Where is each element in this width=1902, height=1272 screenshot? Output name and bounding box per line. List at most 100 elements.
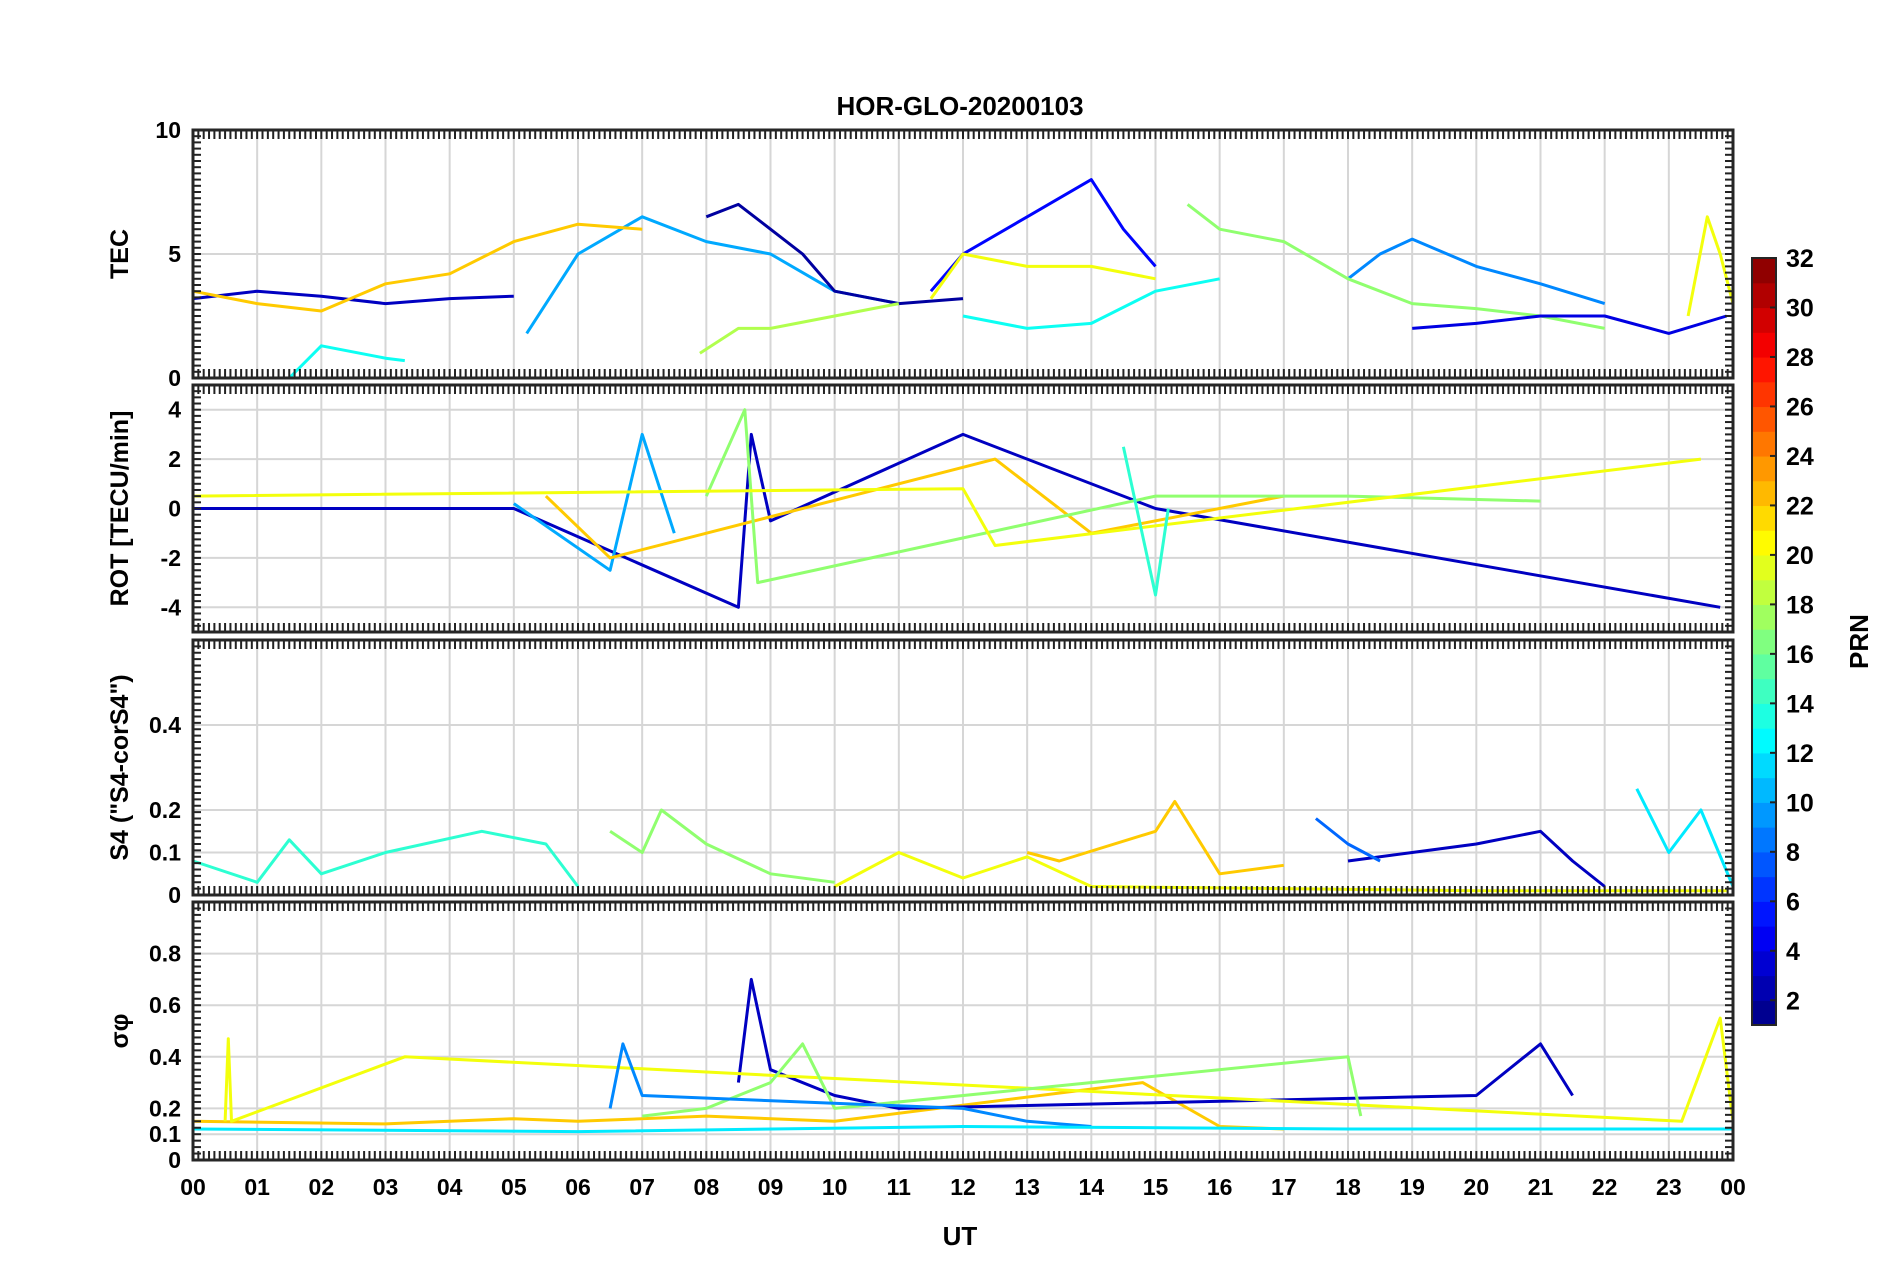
series-line-prn-9 <box>608 1042 1092 1128</box>
x-tick-label: 11 <box>887 1174 912 1200</box>
colorbar-segment <box>1752 282 1776 309</box>
panel-frame <box>191 900 1735 1162</box>
y-axis-label: σφ <box>106 1014 134 1049</box>
panel-2: -4 -2 0 2 4 ROT [TECU/min] <box>106 383 1735 634</box>
series-line-prn-4 <box>1412 314 1728 335</box>
y-tick-label: 5 <box>168 241 181 267</box>
x-tick-label: 05 <box>501 1174 527 1200</box>
series-line-prn-22 <box>544 457 1285 560</box>
y-tick-label: 0.1 <box>149 840 181 866</box>
x-tick-label: 00 <box>180 1174 206 1200</box>
colorbar-segment <box>1752 455 1776 482</box>
colorbar-tick-label: 24 <box>1786 443 1814 471</box>
series-line-prn-14 <box>1121 446 1170 597</box>
colorbar-segment <box>1752 950 1776 977</box>
colorbar-segment <box>1752 1000 1776 1026</box>
series-line-prn-3 <box>192 289 514 306</box>
colorbar-segment <box>1752 777 1776 803</box>
colorbar-tick-label: 20 <box>1786 542 1814 570</box>
colorbar-segment <box>1752 653 1776 680</box>
x-tick-label: 09 <box>758 1174 784 1200</box>
x-tick-label: 07 <box>629 1174 655 1200</box>
series-line-prn-12 <box>1635 788 1735 888</box>
y-tick-label: 0.2 <box>149 1095 181 1121</box>
colorbar-tick-label: 8 <box>1786 839 1800 867</box>
series-line-prn-20 <box>929 252 1156 300</box>
y-tick-label: 0.8 <box>149 941 181 967</box>
colorbar-tick-label: 14 <box>1786 690 1814 718</box>
series-line-prn-20 <box>223 1016 1735 1123</box>
x-tick-labels: 00 01 02 03 04 05 06 07 08 09 10 11 12 13 14 15 16 17 18 19… <box>180 1174 1746 1200</box>
colorbar-segment <box>1752 307 1776 333</box>
series-line-prn-9 <box>1347 237 1606 306</box>
colorbar-tick-label: 12 <box>1786 740 1814 768</box>
y-tick-label: 0 <box>168 1147 181 1173</box>
series-line-prn-3 <box>193 432 1721 609</box>
series-line-prn-13 <box>288 344 405 380</box>
x-tick-label: 18 <box>1335 1174 1361 1200</box>
x-tick-label: 03 <box>373 1174 399 1200</box>
series-line-prn-3 <box>1347 829 1606 888</box>
series-line-prn-20 <box>833 851 1727 893</box>
x-tick-label: 19 <box>1399 1174 1425 1200</box>
series-line-prn-5 <box>929 178 1157 293</box>
y-axis-label: S4 ("S4-corS4") <box>106 674 134 860</box>
panel-1: 0 5 10 TEC <box>106 117 1735 391</box>
y-axis-label: ROT [TECU/min] <box>106 411 134 607</box>
colorbar-segment <box>1752 752 1776 779</box>
colorbar-tick-label: 18 <box>1786 591 1814 619</box>
x-tick-label: 23 <box>1656 1174 1682 1200</box>
panel-4: 00.10.2 0.4 0.6 0.8 σφ <box>106 900 1735 1173</box>
chart-title: HOR-GLO-20200103 <box>836 91 1083 121</box>
series-line-prn-22 <box>1026 800 1284 876</box>
x-tick-label: 06 <box>565 1174 591 1200</box>
series-line-prn-17 <box>642 1042 1363 1118</box>
y-tick-label: 0.4 <box>149 1044 181 1070</box>
y-tick-label: 0.2 <box>149 797 181 823</box>
colorbar-tick-label: 32 <box>1786 245 1814 273</box>
series-line-prn-17 <box>1186 203 1605 330</box>
x-tick-label: 16 <box>1207 1174 1233 1200</box>
panel-3: 0 0.1 0.2 0.4 S4 ("S4-corS4") <box>106 638 1735 908</box>
x-tick-label: 00 <box>1720 1174 1746 1200</box>
colorbar-segment <box>1752 629 1776 655</box>
colorbar-segment <box>1752 332 1776 358</box>
colorbar-tick-label: 6 <box>1786 888 1800 916</box>
colorbar-tick-label: 22 <box>1786 492 1814 520</box>
series-line-prn-18 <box>699 302 900 355</box>
colorbar-segment <box>1752 554 1776 581</box>
x-tick-label: 15 <box>1143 1174 1169 1200</box>
colorbar-segment <box>1752 406 1776 432</box>
colorbar-segment <box>1752 604 1776 630</box>
colorbar-segment <box>1752 579 1776 605</box>
x-tick-label: 08 <box>694 1174 720 1200</box>
series-line-prn-22 <box>192 222 643 313</box>
series-line-prn-13 <box>962 277 1220 330</box>
colorbar-segment <box>1752 901 1776 927</box>
x-tick-label: 21 <box>1528 1174 1554 1200</box>
x-axis-label: UT <box>943 1221 978 1251</box>
x-tick-label: 14 <box>1079 1174 1105 1200</box>
colorbar-segment <box>1752 975 1776 1001</box>
panel-frame <box>191 128 1735 380</box>
colorbar-segment <box>1752 802 1776 828</box>
y-tick-label: 0.6 <box>149 992 181 1018</box>
colorbar-tick-label: 4 <box>1786 938 1800 966</box>
y-tick-label: 0.4 <box>149 712 181 738</box>
colorbar-segment <box>1752 381 1776 408</box>
panel-frame <box>191 638 1735 897</box>
series-line-prn-20 <box>192 457 1702 547</box>
x-tick-label: 13 <box>1014 1174 1040 1200</box>
x-tick-label: 04 <box>437 1174 463 1200</box>
y-tick-label: 2 <box>168 446 181 472</box>
colorbar-segment <box>1752 851 1776 878</box>
x-tick-label: 20 <box>1464 1174 1490 1200</box>
y-axis-label: TEC <box>106 229 134 279</box>
series-line-prn-8 <box>1314 817 1381 863</box>
series-line-prn-14 <box>192 829 580 888</box>
x-tick-label: 10 <box>822 1174 848 1200</box>
series-line-prn-22 <box>192 1081 1284 1131</box>
colorbar-tick-label: 10 <box>1786 789 1814 817</box>
